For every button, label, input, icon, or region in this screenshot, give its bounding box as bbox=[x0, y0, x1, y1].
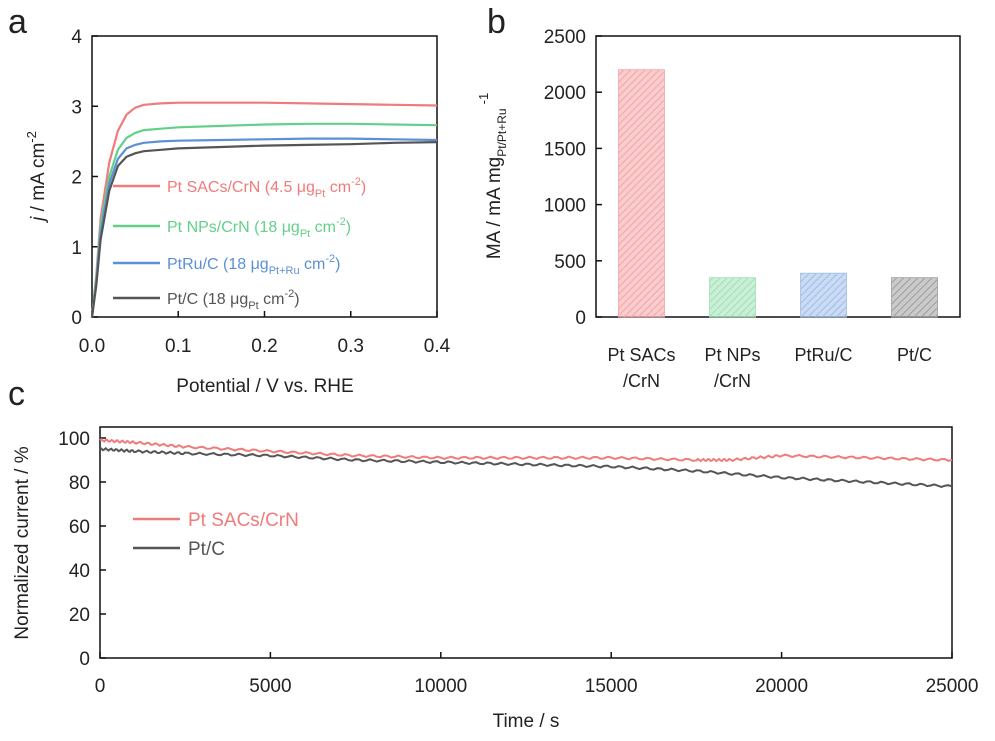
legend-label-sup: -2 bbox=[325, 253, 335, 265]
legend-label-main: Pt SACs/CrN (4.5 μg bbox=[167, 179, 315, 196]
panel-c-series-line-2 bbox=[99, 446, 953, 488]
panel-c-x-axis-label: Time / s bbox=[493, 711, 560, 732]
legend-label-tail: cm bbox=[300, 256, 326, 273]
panel-c-x-tick-label: 15000 bbox=[585, 676, 638, 697]
panel-a-legend-label: Pt SACs/CrN (4.5 μgPt cm-2) bbox=[167, 176, 366, 200]
legend-label-sub: Pt bbox=[300, 228, 310, 240]
panel-label-b: b bbox=[487, 3, 506, 41]
panel-label-c: c bbox=[8, 375, 25, 413]
panel-c-plot-frame bbox=[99, 426, 953, 659]
panel-c-y-tick-label: 100 bbox=[58, 429, 90, 450]
legend-label-main: Pt/C (18 μg bbox=[167, 291, 248, 308]
panel-b-bar-3 bbox=[800, 272, 847, 318]
panel-c-x-tick-label: 0 bbox=[95, 676, 106, 697]
panel-b-category-label: /CrN bbox=[623, 371, 660, 391]
panel-c-legend-label: Pt/C bbox=[188, 539, 225, 560]
panel-a-plot-frame bbox=[91, 35, 438, 318]
legend-label-sup: -2 bbox=[336, 216, 346, 228]
panel-c-y-tick-label: 0 bbox=[79, 649, 90, 670]
panel-b-category-label: Pt NPs bbox=[704, 345, 760, 365]
panel-a-x-tick-label: 0.4 bbox=[424, 336, 451, 357]
panel-a-y-tick-label: 3 bbox=[71, 97, 82, 118]
panel-a-y-axis-label-main: j bbox=[28, 216, 49, 224]
legend-label-tail: cm bbox=[259, 291, 285, 308]
panel-c-x-tick-label: 20000 bbox=[755, 676, 808, 697]
panel-c-y-tick-label: 80 bbox=[69, 473, 90, 494]
panel-b-category-label: Pt/C bbox=[897, 345, 932, 365]
panel-a-y-axis-label-rest: / mA cm bbox=[28, 143, 49, 217]
panel-b-y-tick-label: 0 bbox=[575, 308, 586, 329]
legend-label-end: ) bbox=[361, 179, 366, 196]
panel-a-series-line-1 bbox=[90, 101, 438, 318]
panel-b-y-tick-label: 1000 bbox=[544, 196, 586, 217]
legend-label-tail: cm bbox=[325, 179, 351, 196]
panel-b-y-tick-label: 2500 bbox=[544, 27, 586, 48]
panel-a-series-line-4 bbox=[90, 141, 438, 318]
panel-b-bar-4 bbox=[891, 277, 938, 318]
panel-c-y-tick-label: 40 bbox=[69, 561, 90, 582]
panel-c-y-tick-label: 20 bbox=[69, 605, 90, 626]
panel-a-x-axis-label: Potential / V vs. RHE bbox=[176, 376, 353, 397]
panel-b-bar-2 bbox=[709, 277, 756, 318]
panel-b-bar-1 bbox=[618, 69, 665, 318]
panel-c-x-tick-label: 5000 bbox=[249, 676, 291, 697]
panel-c: c 0 20 40 60 80 100 0 5000 10000 15000 20000 25000… bbox=[8, 375, 978, 732]
legend-label-sup: -2 bbox=[351, 176, 361, 188]
panel-a-series-line-3 bbox=[90, 137, 438, 318]
panel-a-x-tick-label: 0.1 bbox=[165, 336, 191, 357]
panel-a-x-tick-label: 0.2 bbox=[251, 336, 277, 357]
panel-label-a: a bbox=[8, 3, 27, 41]
panel-b: b 0 500 1000 1500 2000 2500 Pt SACs/CrN Pt NPs… bbox=[476, 3, 961, 391]
panel-a-y-tick-label: 4 bbox=[71, 27, 82, 48]
panel-a-x-tick-label: 0.0 bbox=[79, 336, 105, 357]
legend-label-sub: Pt bbox=[248, 300, 258, 312]
panel-c-y-tick-label: 60 bbox=[69, 517, 90, 538]
panel-a: a 0 1 2 3 4 0.0 0.1 0.2 0.3 0.4 Potential / V vs… bbox=[8, 3, 451, 397]
legend-label-sub: Pt bbox=[315, 188, 325, 200]
legend-label-main: Pt NPs/CrN (18 μg bbox=[167, 219, 300, 236]
legend-label-sup: -2 bbox=[284, 288, 294, 300]
panel-a-y-tick-label: 1 bbox=[71, 238, 82, 259]
panel-b-y-axis-label-sub: Pt/Pt+Ru bbox=[495, 108, 509, 156]
panel-a-legend-label: PtRu/C (18 μgPt+Ru cm-2) bbox=[167, 253, 340, 277]
panel-b-plot-frame bbox=[595, 35, 961, 318]
panel-c-series-line-1 bbox=[99, 437, 953, 463]
panel-b-y-tick-label: 500 bbox=[554, 252, 586, 273]
panel-a-x-tick-label: 0.3 bbox=[338, 336, 364, 357]
legend-label-end: ) bbox=[335, 256, 340, 273]
panel-b-category-label: PtRu/C bbox=[794, 345, 852, 365]
panel-c-y-axis-label: Normalized current / % bbox=[12, 446, 33, 639]
panel-a-y-axis-label-sup: -2 bbox=[24, 131, 39, 143]
panel-b-y-axis-label: MA / mA mgPt/Pt+Ru -1 bbox=[476, 93, 509, 259]
panel-b-y-tick-label: 2000 bbox=[544, 83, 586, 104]
legend-label-end: ) bbox=[346, 219, 351, 236]
panel-a-legend-label: Pt/C (18 μgPt cm-2) bbox=[167, 288, 300, 312]
panel-b-category-label: /CrN bbox=[714, 371, 751, 391]
panel-a-legend-label: Pt NPs/CrN (18 μgPt cm-2) bbox=[167, 216, 351, 240]
panel-b-y-axis-label-sup: -1 bbox=[476, 93, 491, 105]
panel-a-y-tick-label: 0 bbox=[71, 308, 82, 329]
panel-a-y-axis-label: j / mA cm-2 bbox=[24, 131, 49, 224]
legend-label-sub: Pt+Ru bbox=[269, 265, 300, 277]
panel-a-y-tick-label: 2 bbox=[71, 168, 82, 189]
legend-label-end: ) bbox=[294, 291, 299, 308]
panel-b-y-axis-label-main: MA / mA mg bbox=[484, 157, 505, 259]
panel-b-y-tick-label: 1500 bbox=[544, 139, 586, 160]
panel-b-category-label: Pt SACs bbox=[607, 345, 675, 365]
legend-label-tail: cm bbox=[310, 219, 336, 236]
panel-c-legend-label: Pt SACs/CrN bbox=[188, 510, 299, 531]
panel-a-legend: Pt SACs/CrN (4.5 μgPt cm-2)Pt NPs/CrN (1… bbox=[113, 176, 366, 312]
legend-label-main: PtRu/C (18 μg bbox=[167, 256, 269, 273]
panel-a-series-line-2 bbox=[90, 122, 438, 318]
panel-c-x-tick-label: 10000 bbox=[414, 676, 467, 697]
panel-c-legend: Pt SACs/CrN Pt/C bbox=[133, 510, 299, 560]
panel-c-x-tick-label: 25000 bbox=[926, 676, 979, 697]
